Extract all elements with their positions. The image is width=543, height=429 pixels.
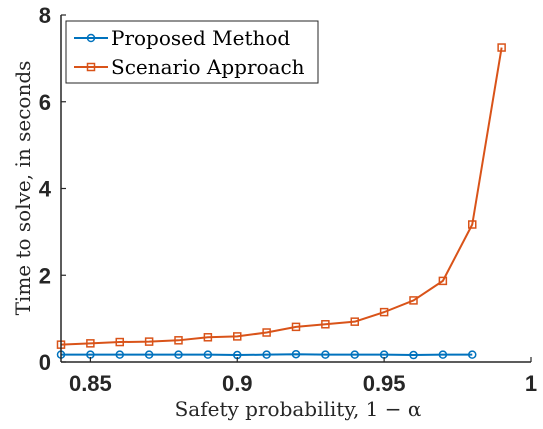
legend-box <box>65 20 319 84</box>
y-tick-label: 8 <box>39 3 51 28</box>
x-tick-label: 0.9 <box>222 371 253 396</box>
data-point-proposed-method <box>468 350 477 359</box>
y-tick-label: 4 <box>39 177 52 202</box>
data-point-scenario-approach <box>438 276 448 286</box>
data-point-proposed-method <box>350 350 359 359</box>
axes: 0.85 0.9 0.95 1 0 2 4 6 8 <box>39 3 537 396</box>
x-axis-title: Safety probability, 1 − α <box>175 397 422 421</box>
y-tick-label: 6 <box>39 90 51 115</box>
legend-marker-proposed-method <box>86 33 96 43</box>
data-point-scenario-approach <box>468 220 477 229</box>
data-point-scenario-approach <box>291 322 301 332</box>
legend-label-proposed-method: Proposed Method <box>111 26 290 50</box>
data-point-scenario-approach <box>262 328 271 337</box>
y-tick-label: 2 <box>39 263 51 288</box>
data-point-proposed-method <box>262 350 271 359</box>
data-point-proposed-method <box>438 350 448 359</box>
data-point-proposed-method <box>203 350 213 359</box>
series-line-scenario-approach <box>60 47 503 346</box>
data-point-proposed-method <box>144 350 154 359</box>
data-point-proposed-method <box>115 350 124 359</box>
data-point-proposed-method <box>291 349 301 359</box>
legend-marker-scenario-approach <box>86 62 96 72</box>
x-tick-label: 0.85 <box>69 371 112 396</box>
data-point-scenario-approach <box>174 336 183 345</box>
series-line-proposed-method <box>61 353 473 357</box>
legend: Proposed Method Scenario Approach <box>65 20 319 84</box>
y-tick-label: 0 <box>39 350 51 375</box>
data-point-scenario-approach <box>409 296 418 305</box>
y-axis-title: Time to solve, in seconds <box>11 61 35 316</box>
data-point-scenario-approach <box>321 320 330 329</box>
data-point-proposed-method <box>321 350 330 359</box>
x-tick-label: 0.95 <box>363 371 406 396</box>
y-axis-title-group: Time to solve, in seconds <box>11 61 35 316</box>
x-tick-label: 1 <box>525 371 537 396</box>
data-point-scenario-approach <box>233 332 242 341</box>
data-point-proposed-method <box>409 350 418 360</box>
data-point-scenario-approach <box>115 337 124 347</box>
data-point-scenario-approach <box>203 333 213 342</box>
data-point-scenario-approach <box>497 43 506 52</box>
data-point-scenario-approach <box>86 339 95 348</box>
plot-area <box>56 43 506 360</box>
data-point-scenario-approach <box>379 307 389 317</box>
legend-label-scenario-approach: Scenario Approach <box>111 55 305 79</box>
data-point-scenario-approach <box>350 317 359 326</box>
data-point-proposed-method <box>174 350 183 359</box>
data-point-scenario-approach <box>144 337 154 346</box>
